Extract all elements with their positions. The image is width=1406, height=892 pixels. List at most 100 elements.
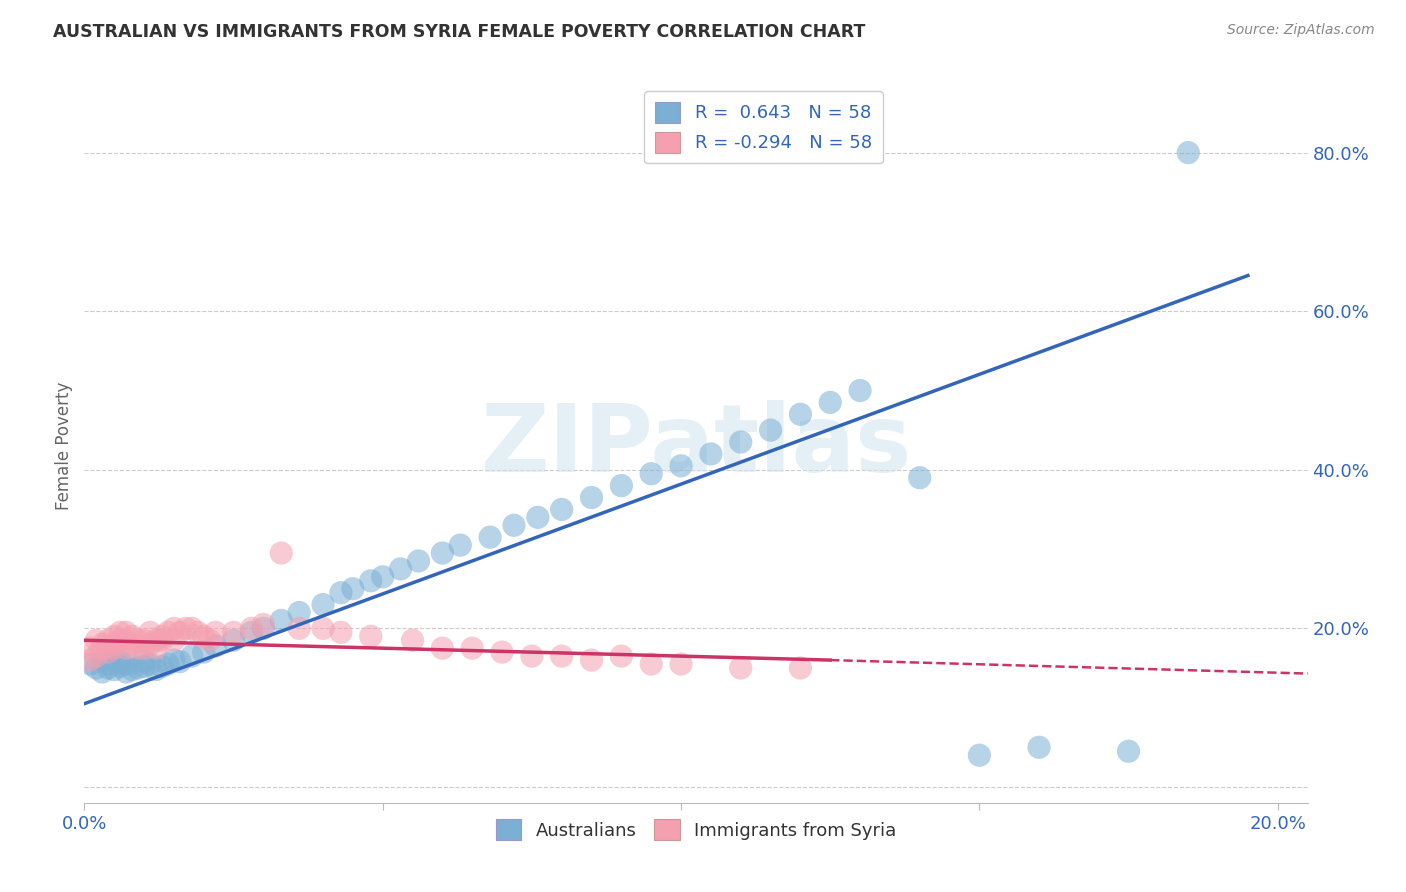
Point <box>115 633 138 648</box>
Point <box>312 621 335 635</box>
Point <box>700 447 723 461</box>
Point <box>401 633 423 648</box>
Point <box>610 478 633 492</box>
Point <box>108 633 131 648</box>
Point <box>163 621 186 635</box>
Point <box>103 653 125 667</box>
Point <box>84 633 107 648</box>
Point <box>204 639 226 653</box>
Point <box>108 625 131 640</box>
Point <box>408 554 430 568</box>
Point <box>193 645 215 659</box>
Point <box>150 659 173 673</box>
Point <box>79 657 101 671</box>
Point <box>163 633 186 648</box>
Point <box>145 633 167 648</box>
Point <box>97 661 120 675</box>
Point <box>329 625 352 640</box>
Point <box>156 657 179 671</box>
Point <box>789 407 811 421</box>
Point <box>103 629 125 643</box>
Point <box>1028 740 1050 755</box>
Point <box>360 629 382 643</box>
Point <box>252 621 274 635</box>
Point <box>139 625 162 640</box>
Point <box>389 562 412 576</box>
Point <box>180 649 202 664</box>
Point <box>527 510 550 524</box>
Point <box>222 625 245 640</box>
Point <box>551 502 574 516</box>
Point <box>288 621 311 635</box>
Point <box>371 570 394 584</box>
Point <box>121 663 143 677</box>
Text: Source: ZipAtlas.com: Source: ZipAtlas.com <box>1227 23 1375 37</box>
Point <box>270 614 292 628</box>
Point <box>849 384 872 398</box>
Point <box>103 641 125 656</box>
Point <box>91 665 114 679</box>
Point <box>127 641 149 656</box>
Point <box>503 518 526 533</box>
Point <box>789 661 811 675</box>
Point <box>270 546 292 560</box>
Point <box>115 641 138 656</box>
Point <box>91 637 114 651</box>
Point <box>180 621 202 635</box>
Point <box>91 641 114 656</box>
Point <box>169 655 191 669</box>
Point <box>610 649 633 664</box>
Point <box>145 641 167 656</box>
Point <box>108 659 131 673</box>
Point <box>127 633 149 648</box>
Point <box>288 606 311 620</box>
Point <box>640 657 662 671</box>
Point <box>240 621 263 635</box>
Point <box>139 637 162 651</box>
Point <box>193 629 215 643</box>
Point <box>449 538 471 552</box>
Point <box>581 653 603 667</box>
Text: AUSTRALIAN VS IMMIGRANTS FROM SYRIA FEMALE POVERTY CORRELATION CHART: AUSTRALIAN VS IMMIGRANTS FROM SYRIA FEMA… <box>53 23 866 41</box>
Point <box>91 653 114 667</box>
Point <box>204 625 226 640</box>
Point <box>121 637 143 651</box>
Point <box>132 633 155 648</box>
Point <box>150 629 173 643</box>
Point <box>84 649 107 664</box>
Point <box>108 655 131 669</box>
Point <box>432 546 454 560</box>
Point <box>103 663 125 677</box>
Point <box>479 530 502 544</box>
Point <box>132 659 155 673</box>
Point <box>329 585 352 599</box>
Point <box>156 625 179 640</box>
Text: ZIPatlas: ZIPatlas <box>481 400 911 492</box>
Point <box>581 491 603 505</box>
Point <box>187 625 209 640</box>
Point <box>115 657 138 671</box>
Point <box>759 423 782 437</box>
Point <box>103 637 125 651</box>
Point <box>461 641 484 656</box>
Point <box>150 633 173 648</box>
Point <box>551 649 574 664</box>
Point <box>198 633 221 648</box>
Point <box>97 657 120 671</box>
Point <box>969 748 991 763</box>
Point <box>139 657 162 671</box>
Point <box>169 625 191 640</box>
Point <box>432 641 454 656</box>
Point <box>669 458 692 473</box>
Point <box>252 617 274 632</box>
Point <box>730 435 752 450</box>
Point <box>1177 145 1199 160</box>
Point <box>127 661 149 675</box>
Point <box>491 645 513 659</box>
Point <box>163 653 186 667</box>
Point <box>730 661 752 675</box>
Point <box>115 625 138 640</box>
Point <box>640 467 662 481</box>
Point <box>360 574 382 588</box>
Point <box>132 641 155 656</box>
